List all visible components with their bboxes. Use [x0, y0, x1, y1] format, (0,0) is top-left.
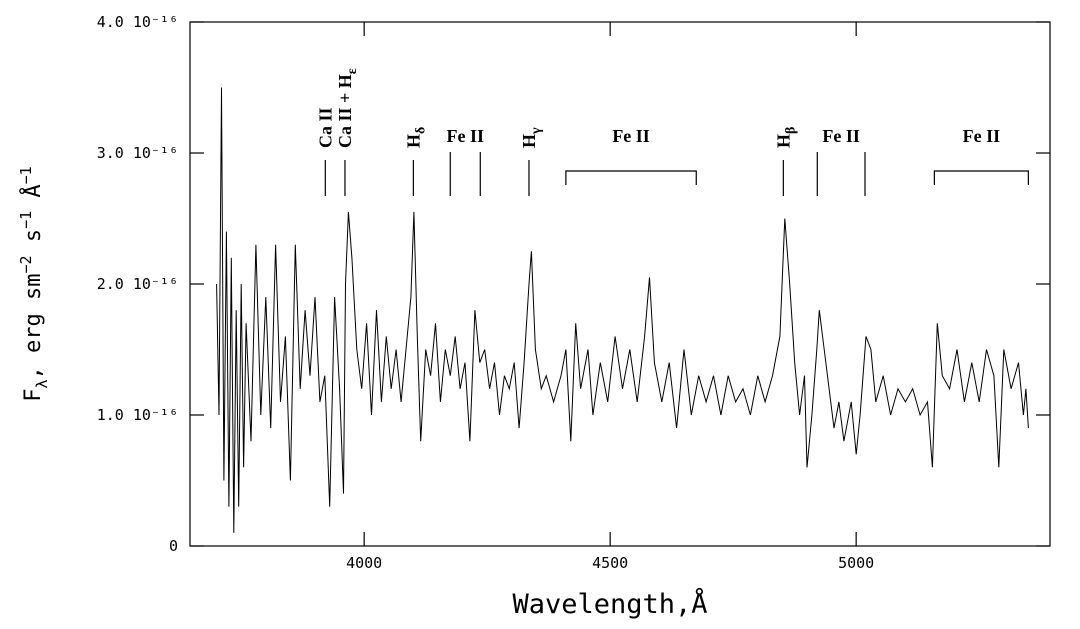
annotation-label: Fe II — [822, 126, 860, 146]
annotation-label: Fe II — [612, 126, 650, 146]
annotation-label: Fe II — [447, 126, 485, 146]
annotation-label: Hβ — [773, 127, 798, 148]
y-label-part: s — [21, 229, 46, 256]
spectrum-line — [216, 87, 1029, 533]
y-tick-label: 3.0 10⁻¹⁶ — [97, 144, 178, 162]
x-axis-label: Wavelength,Å — [512, 588, 707, 620]
y-label-part: Å — [19, 184, 46, 211]
y-label-part: −1 — [17, 166, 35, 184]
annotation-label: Fe II — [963, 126, 1001, 146]
annotation-text: Ca II — [315, 107, 335, 148]
x-tick-label: 4500 — [592, 554, 628, 572]
annotation-text: H — [519, 134, 539, 148]
x-tick-label: 5000 — [838, 554, 874, 572]
annotation-bracket — [933, 170, 1029, 185]
y-label-part: F — [21, 388, 46, 401]
y-tick-label: 1.0 10⁻¹⁶ — [97, 406, 178, 424]
annotation-label: Hδ — [403, 127, 428, 148]
annotation-text: H — [773, 134, 793, 148]
annotation-sub: β — [783, 127, 798, 134]
annotation-text: Ca II + H — [335, 74, 355, 148]
annotation-sub: γ — [529, 127, 544, 135]
y-label-part: −2 — [17, 255, 35, 273]
annotation-bracket — [565, 170, 697, 185]
y-label-part: , erg sm — [21, 273, 46, 379]
annotation-text: H — [403, 134, 423, 148]
annotation-label: Hγ — [519, 127, 544, 148]
annotation-sub: δ — [413, 127, 428, 134]
y-tick-label: 2.0 10⁻¹⁶ — [97, 275, 178, 293]
annotation-sub: ε — [345, 68, 360, 74]
x-tick-label: 4000 — [346, 554, 382, 572]
y-tick-label: 4.0 10⁻¹⁶ — [97, 13, 178, 31]
annotation-label: Ca II + Hε — [335, 68, 360, 148]
annotation-label: Ca II — [315, 107, 335, 148]
y-label-part: −1 — [17, 211, 35, 229]
y-label-part: λ — [33, 379, 51, 388]
plot-frame — [189, 21, 1051, 547]
y-axis-label: Fλ, erg sm−2 s−1 Å−1 — [17, 166, 51, 401]
y-tick-label: 0 — [169, 537, 178, 555]
